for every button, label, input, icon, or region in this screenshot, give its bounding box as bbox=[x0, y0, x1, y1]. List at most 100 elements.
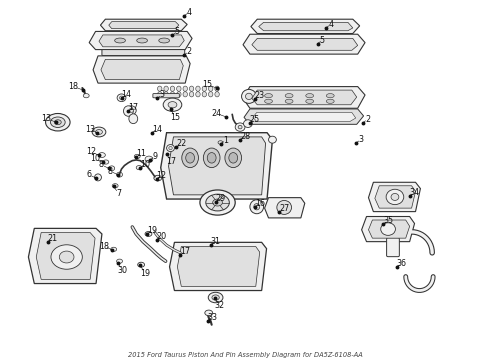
Ellipse shape bbox=[238, 125, 242, 129]
Ellipse shape bbox=[59, 251, 74, 263]
Text: 29: 29 bbox=[216, 194, 225, 203]
Text: 8: 8 bbox=[108, 167, 113, 176]
Text: 7: 7 bbox=[116, 189, 121, 198]
Text: 5: 5 bbox=[320, 36, 325, 45]
Ellipse shape bbox=[115, 38, 125, 43]
Text: 3: 3 bbox=[358, 135, 363, 144]
Text: 1: 1 bbox=[223, 136, 228, 145]
Ellipse shape bbox=[98, 153, 105, 157]
Ellipse shape bbox=[265, 99, 272, 103]
Ellipse shape bbox=[183, 92, 188, 97]
Polygon shape bbox=[36, 233, 95, 279]
Ellipse shape bbox=[208, 92, 213, 97]
Ellipse shape bbox=[171, 92, 175, 97]
Ellipse shape bbox=[117, 172, 122, 177]
Ellipse shape bbox=[117, 259, 122, 263]
Ellipse shape bbox=[206, 194, 229, 211]
Text: 18: 18 bbox=[99, 242, 109, 251]
Text: 2015 Ford Taurus Piston And Pin Assembly Diagram for DA5Z-6108-AA: 2015 Ford Taurus Piston And Pin Assembly… bbox=[127, 352, 363, 358]
Ellipse shape bbox=[176, 92, 181, 97]
Ellipse shape bbox=[202, 86, 207, 91]
Ellipse shape bbox=[145, 156, 153, 162]
Polygon shape bbox=[109, 22, 179, 29]
Ellipse shape bbox=[277, 201, 292, 215]
Text: 2: 2 bbox=[365, 115, 370, 124]
Ellipse shape bbox=[168, 102, 177, 108]
Text: 17: 17 bbox=[128, 103, 138, 112]
Ellipse shape bbox=[386, 189, 404, 204]
Text: 20: 20 bbox=[157, 232, 167, 241]
Polygon shape bbox=[243, 34, 365, 54]
Polygon shape bbox=[100, 19, 187, 31]
Ellipse shape bbox=[202, 92, 207, 97]
Text: 16: 16 bbox=[255, 199, 265, 208]
Ellipse shape bbox=[137, 38, 147, 43]
Ellipse shape bbox=[95, 174, 101, 181]
Text: 14: 14 bbox=[152, 125, 162, 134]
Polygon shape bbox=[252, 39, 358, 50]
Polygon shape bbox=[251, 19, 360, 33]
Polygon shape bbox=[170, 242, 267, 291]
FancyBboxPatch shape bbox=[102, 50, 185, 55]
Ellipse shape bbox=[189, 92, 194, 97]
Text: 17: 17 bbox=[180, 247, 190, 256]
Ellipse shape bbox=[54, 120, 61, 125]
Text: 13: 13 bbox=[85, 125, 95, 134]
Ellipse shape bbox=[215, 86, 220, 91]
Ellipse shape bbox=[111, 247, 117, 251]
Ellipse shape bbox=[145, 231, 152, 237]
Ellipse shape bbox=[83, 94, 89, 98]
Polygon shape bbox=[177, 247, 260, 286]
Ellipse shape bbox=[208, 292, 223, 303]
FancyBboxPatch shape bbox=[387, 238, 399, 257]
Ellipse shape bbox=[250, 200, 264, 214]
Text: 25: 25 bbox=[250, 115, 260, 124]
Ellipse shape bbox=[186, 153, 195, 163]
Ellipse shape bbox=[306, 99, 314, 103]
Ellipse shape bbox=[285, 94, 293, 98]
Text: 22: 22 bbox=[176, 139, 186, 148]
Text: 6: 6 bbox=[86, 170, 91, 179]
Ellipse shape bbox=[51, 245, 82, 269]
Ellipse shape bbox=[391, 193, 399, 201]
Ellipse shape bbox=[167, 145, 174, 152]
Ellipse shape bbox=[129, 114, 138, 123]
Ellipse shape bbox=[183, 86, 188, 91]
Polygon shape bbox=[252, 90, 357, 105]
Ellipse shape bbox=[92, 127, 106, 137]
Text: 13: 13 bbox=[42, 114, 51, 123]
Polygon shape bbox=[244, 109, 364, 124]
Ellipse shape bbox=[163, 98, 182, 111]
Text: 27: 27 bbox=[279, 204, 289, 213]
Text: 10: 10 bbox=[140, 159, 150, 168]
Text: 4: 4 bbox=[328, 20, 333, 29]
Ellipse shape bbox=[112, 184, 118, 188]
Ellipse shape bbox=[138, 262, 145, 267]
Ellipse shape bbox=[205, 310, 213, 316]
Ellipse shape bbox=[171, 86, 175, 91]
Text: 18: 18 bbox=[69, 82, 78, 91]
Ellipse shape bbox=[159, 38, 170, 43]
Text: 11: 11 bbox=[136, 149, 146, 158]
Ellipse shape bbox=[164, 92, 169, 97]
Ellipse shape bbox=[158, 92, 162, 97]
Text: 30: 30 bbox=[118, 266, 127, 275]
Polygon shape bbox=[259, 22, 353, 31]
Ellipse shape bbox=[182, 148, 198, 168]
Ellipse shape bbox=[207, 153, 216, 163]
Ellipse shape bbox=[120, 96, 123, 99]
Polygon shape bbox=[28, 228, 102, 284]
Ellipse shape bbox=[109, 166, 115, 171]
Polygon shape bbox=[253, 112, 356, 122]
Ellipse shape bbox=[126, 106, 136, 115]
Ellipse shape bbox=[196, 92, 200, 97]
Ellipse shape bbox=[164, 86, 169, 91]
Ellipse shape bbox=[235, 123, 245, 131]
FancyBboxPatch shape bbox=[153, 94, 179, 98]
Text: 33: 33 bbox=[208, 312, 218, 321]
Text: 14: 14 bbox=[122, 90, 131, 99]
Ellipse shape bbox=[154, 175, 162, 181]
Polygon shape bbox=[161, 133, 272, 199]
Ellipse shape bbox=[103, 160, 109, 164]
Text: 4: 4 bbox=[187, 8, 192, 17]
